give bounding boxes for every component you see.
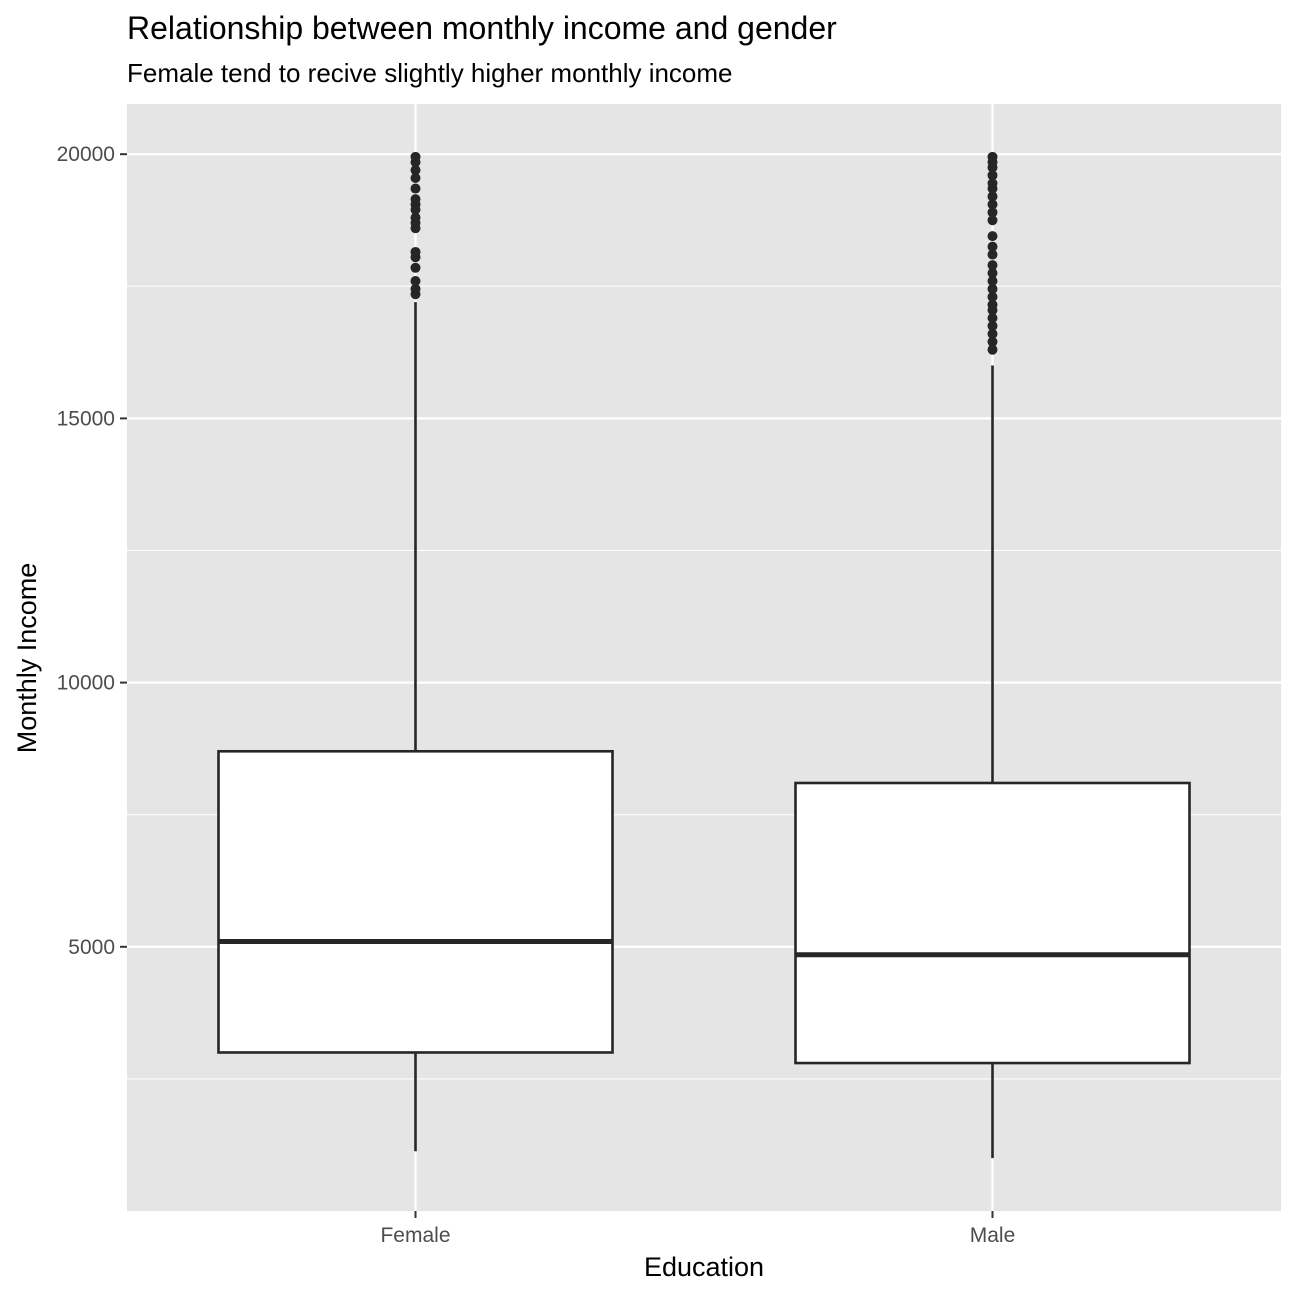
outlier-point xyxy=(410,262,421,273)
outlier-point xyxy=(987,320,998,331)
outlier-point xyxy=(987,336,998,347)
x-axis-title: Education xyxy=(644,1252,764,1282)
outlier-point xyxy=(410,172,421,183)
outlier-point xyxy=(410,194,421,205)
box-female xyxy=(217,151,614,1152)
outlier-point xyxy=(987,215,998,226)
chart-subtitle: Female tend to recive slightly higher mo… xyxy=(127,58,733,88)
outlier-point xyxy=(987,276,998,287)
outlier-point xyxy=(987,231,998,242)
y-tick-label: 10000 xyxy=(57,672,115,695)
y-axis: 5000 10000 15000 20000 xyxy=(57,143,127,959)
outlier-point xyxy=(987,260,998,271)
outlier-point xyxy=(410,283,421,294)
x-axis: Female Male xyxy=(380,1211,1015,1247)
outlier-point xyxy=(987,299,998,310)
outlier-point xyxy=(987,249,998,260)
outlier-point xyxy=(987,344,998,355)
y-tick-label: 15000 xyxy=(57,407,115,430)
outlier-point xyxy=(987,313,998,324)
outlier-point xyxy=(410,246,421,257)
y-tick-label: 5000 xyxy=(68,936,115,959)
outlier-point xyxy=(987,291,998,302)
outlier-point xyxy=(987,268,998,279)
outlier-point xyxy=(987,328,998,339)
outlier-point xyxy=(410,276,421,287)
chart-title: Relationship between monthly income and … xyxy=(127,10,837,46)
outlier-point xyxy=(987,151,998,162)
outlier-point xyxy=(987,283,998,294)
outlier-point xyxy=(987,207,998,218)
boxes xyxy=(217,151,1191,1159)
outlier-point xyxy=(410,183,421,194)
x-tick-label: Male xyxy=(970,1224,1016,1247)
y-axis-title: Monthly Income xyxy=(12,563,42,754)
outlier-point xyxy=(410,151,421,162)
iqr-box xyxy=(794,781,1191,1065)
x-tick-label: Female xyxy=(380,1224,450,1247)
outlier-point xyxy=(987,170,998,181)
outlier-point xyxy=(410,165,421,176)
box-male xyxy=(794,151,1191,1159)
y-tick-label: 20000 xyxy=(57,143,115,166)
outlier-point xyxy=(987,199,998,210)
outlier-point xyxy=(987,178,998,189)
outlier-point xyxy=(987,191,998,202)
outlier-point xyxy=(410,212,421,223)
outlier-point xyxy=(987,241,998,252)
iqr-box xyxy=(217,749,614,1054)
